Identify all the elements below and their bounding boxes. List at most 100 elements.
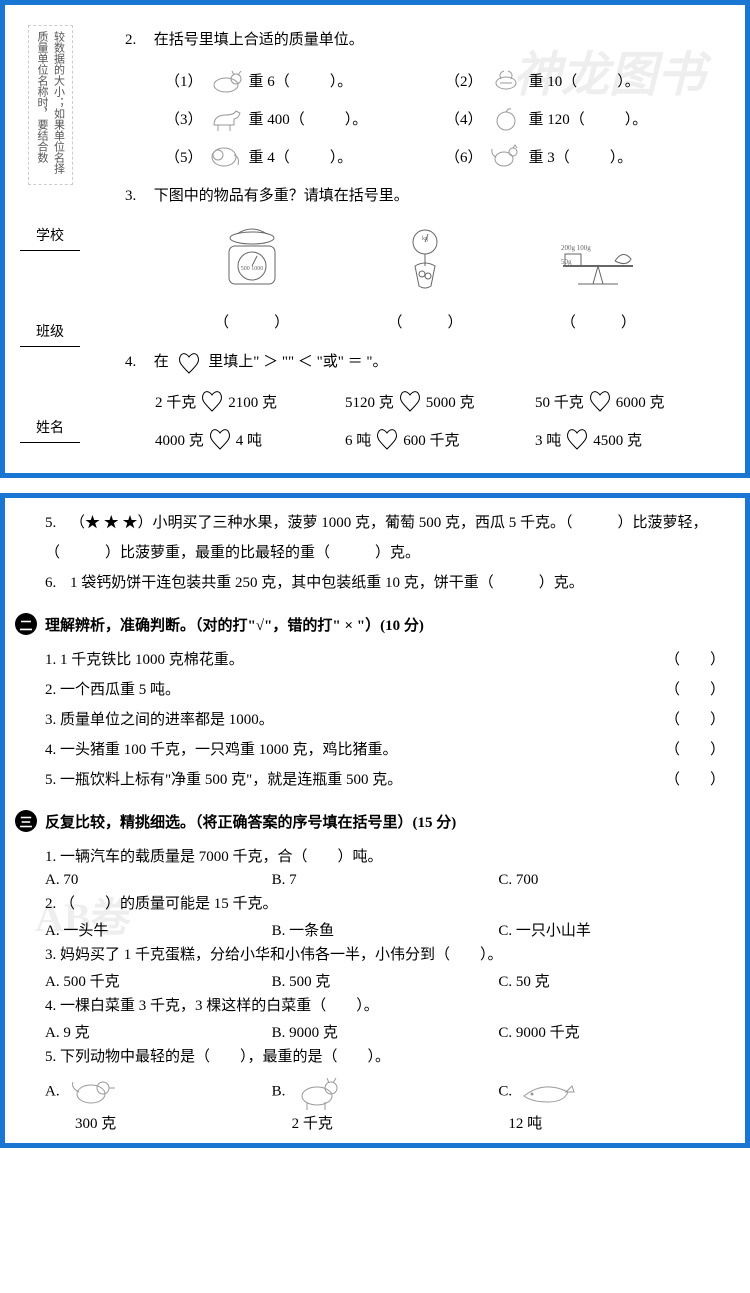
q5-text: （★ ★ ★）小明买了三种水果，菠萝 1000 克，葡萄 500 克，西瓜 5 …: [45, 515, 708, 561]
rooster-icon: [486, 141, 526, 171]
cmp-left: 5120 克: [345, 391, 394, 412]
cmp-left: 4000 克: [155, 429, 204, 450]
sec3-q5-opts: A. B. C.: [45, 1072, 725, 1112]
cmp-right: 600 千克: [403, 429, 459, 450]
sidebar-label-class: 班级: [5, 321, 95, 341]
q4-num: 4.: [125, 347, 150, 377]
sec3-q5-b-label: B.: [272, 1083, 286, 1099]
sec3-q5-a-label: A.: [45, 1083, 60, 1099]
question-5: 5.（★ ★ ★）小明买了三种水果，菠萝 1000 克，葡萄 500 克，西瓜 …: [45, 508, 725, 568]
sec3-q5: 5. 下列动物中最轻的是（ ），最重的是（ ）。: [45, 1042, 725, 1072]
q2-6-end: ）。: [610, 146, 633, 167]
q2-3-end: ）。: [345, 108, 368, 129]
sec3-q1-stem: 一辆汽车的载质量是 7000 千克，合（ ）吨。: [60, 849, 383, 865]
sec3-q5-c-label: C.: [498, 1083, 512, 1099]
question-6: 6.1 袋钙奶饼干连包装共重 250 克，其中包装纸重 10 克，饼干重（ ）克…: [45, 568, 725, 598]
q3-images: 500 1000 （ ） kg （ ） 200g 100g 50g （ ）: [165, 226, 685, 332]
sec3-q3-opts: A. 500 千克 B. 500 克 C. 50 克: [45, 970, 725, 991]
svg-text:50g: 50g: [561, 258, 572, 266]
sec3-q4-c: C. 9000 千克: [498, 1021, 725, 1042]
q5-num: 5.: [45, 508, 70, 538]
q3-paren-2: （ ）: [338, 311, 511, 332]
sidebar-label-school: 学校: [5, 225, 95, 245]
cmp-right: 2100 克: [228, 391, 277, 412]
q2-2-text: 重 10（: [529, 70, 578, 91]
sidebar-line: [20, 250, 80, 251]
scale-3: 200g 100g 50g （ ）: [512, 226, 685, 332]
tf-text: 1. 1 千克铁比 1000 克棉花重。: [45, 645, 665, 675]
tf-paren: （ ）: [665, 735, 725, 765]
tf-paren: （ ）: [665, 645, 725, 675]
sec3-q2-b: B. 一条鱼: [272, 919, 499, 940]
apple-icon: [486, 103, 526, 133]
q6-num: 6.: [45, 568, 70, 598]
kitchen-scale-icon: 500 1000: [207, 226, 297, 296]
balance-scale-icon: 200g 100g 50g: [553, 226, 643, 296]
section-2-items: 1. 1 千克铁比 1000 克棉花重。（ ）2. 一个西瓜重 5 吨。（ ）3…: [15, 645, 725, 795]
sec3-q1-opts: A. 70 B. 7 C. 700: [45, 872, 725, 889]
scale-2: kg （ ）: [338, 226, 511, 332]
q2-4-label: （4）: [445, 108, 483, 129]
sec3-q3-a: A. 500 千克: [45, 970, 272, 991]
cmp-left: 2 千克: [155, 391, 196, 412]
tf-paren: （ ）: [665, 675, 725, 705]
heart-icon: [563, 425, 591, 453]
q2-5-label: （5）: [165, 146, 203, 167]
sec3-q1-b: B. 7: [272, 872, 499, 889]
q6-text: 1 袋钙奶饼干连包装共重 250 克，其中包装纸重 10 克，饼干重（ ）克。: [70, 575, 584, 591]
question-2: 2. 在括号里填上合适的质量单位。: [125, 25, 725, 55]
sec3-q4-a: A. 9 克: [45, 1021, 272, 1042]
dog-icon: [206, 65, 246, 95]
sec3-q2-c: C. 一只小山羊: [498, 919, 725, 940]
sec3-q5-wc: 12 吨: [508, 1112, 725, 1133]
heart-icon: [175, 349, 203, 377]
sec3-q2-opts: A. 一头牛 B. 一条鱼 C. 一只小山羊: [45, 919, 725, 940]
sec3-q4-stem: 一棵白菜重 3 千克，3 棵这样的白菜重（ ）。: [60, 998, 379, 1014]
q2-4-end: ）。: [625, 108, 648, 129]
q3-paren-3: （ ）: [512, 311, 685, 332]
q4-stem-b: 里填上" ＞ "" ＜ "或" ＝ "。: [208, 354, 387, 370]
bird-icon: [63, 1072, 123, 1112]
q2-item-4: （4） 重 120（）。: [445, 103, 725, 133]
page-1: 神龙图书 较数据的大小；如果单位名择质量单位名称时，要结合数 学校 班级 姓名 …: [0, 0, 750, 478]
sec3-q5-weights: 300 克 2 千克 12 吨: [75, 1112, 725, 1133]
cmp-left: 50 千克: [535, 391, 584, 412]
q2-1-text: 重 6（: [249, 70, 290, 91]
tf-item: 4. 一头猪重 100 千克，一只鸡重 1000 克，鸡比猪重。（ ）: [45, 735, 725, 765]
q4-compare-item: 6 吨 600 千克: [345, 425, 535, 453]
q4-compare-item: 4000 克 4 吨: [155, 425, 345, 453]
sec3-q3: 3. 妈妈买了 1 千克蛋糕，分给小华和小伟各一半，小伟分到（ ）。: [45, 940, 725, 970]
q2-item-2: （2） 重 10（ ）。: [445, 65, 725, 95]
q2-item-6: （6） 重 3（）。: [445, 141, 725, 171]
section-2-num: 二: [15, 613, 37, 635]
sec3-q3-stem: 妈妈买了 1 千克蛋糕，分给小华和小伟各一半，小伟分到（ ）。: [60, 947, 503, 963]
q2-row-2: （3） 重 400（）。 （4） 重 120（）。: [165, 103, 725, 133]
q2-6-label: （6）: [445, 146, 483, 167]
sec3-q3-b: B. 500 克: [272, 970, 499, 991]
tf-paren: （ ）: [665, 705, 725, 735]
bee-icon: [486, 65, 526, 95]
q4-compare-item: 50 千克6000 克: [535, 387, 725, 415]
sec3-q4: 4. 一棵白菜重 3 千克，3 棵这样的白菜重（ ）。: [45, 991, 725, 1021]
q2-2-end: ）。: [617, 70, 640, 91]
svg-text:500 1000: 500 1000: [240, 266, 263, 272]
cmp-left: 6 吨: [345, 429, 371, 450]
dog-icon: [289, 1072, 349, 1112]
q2-3-text: 重 400（: [249, 108, 305, 129]
cmp-right: 4 吨: [236, 429, 262, 450]
sec3-q3-c: C. 50 克: [498, 970, 725, 991]
section-2-title: 理解辨析，准确判断。（对的打"√"，错的打" × "）(10 分): [45, 614, 424, 635]
q4-compare-item: 5120 克5000 克: [345, 387, 535, 415]
q2-2-label: （2）: [445, 70, 483, 91]
sidebar-line: [20, 442, 80, 443]
sec3-q1-a: A. 70: [45, 872, 272, 889]
sec3-q2-a: A. 一头牛: [45, 919, 272, 940]
heart-icon: [373, 425, 401, 453]
svg-text:200g 100g: 200g 100g: [561, 244, 591, 252]
heart-icon: [586, 387, 614, 415]
sec3-q5-a: A.: [45, 1072, 272, 1112]
main-content: 2. 在括号里填上合适的质量单位。 （1） 重 6（）。 （2） 重 10（）。…: [125, 25, 725, 453]
section-3-num: 三: [15, 810, 37, 832]
q2-item-3: （3） 重 400（）。: [165, 103, 445, 133]
q2-5-end: ）。: [330, 146, 353, 167]
